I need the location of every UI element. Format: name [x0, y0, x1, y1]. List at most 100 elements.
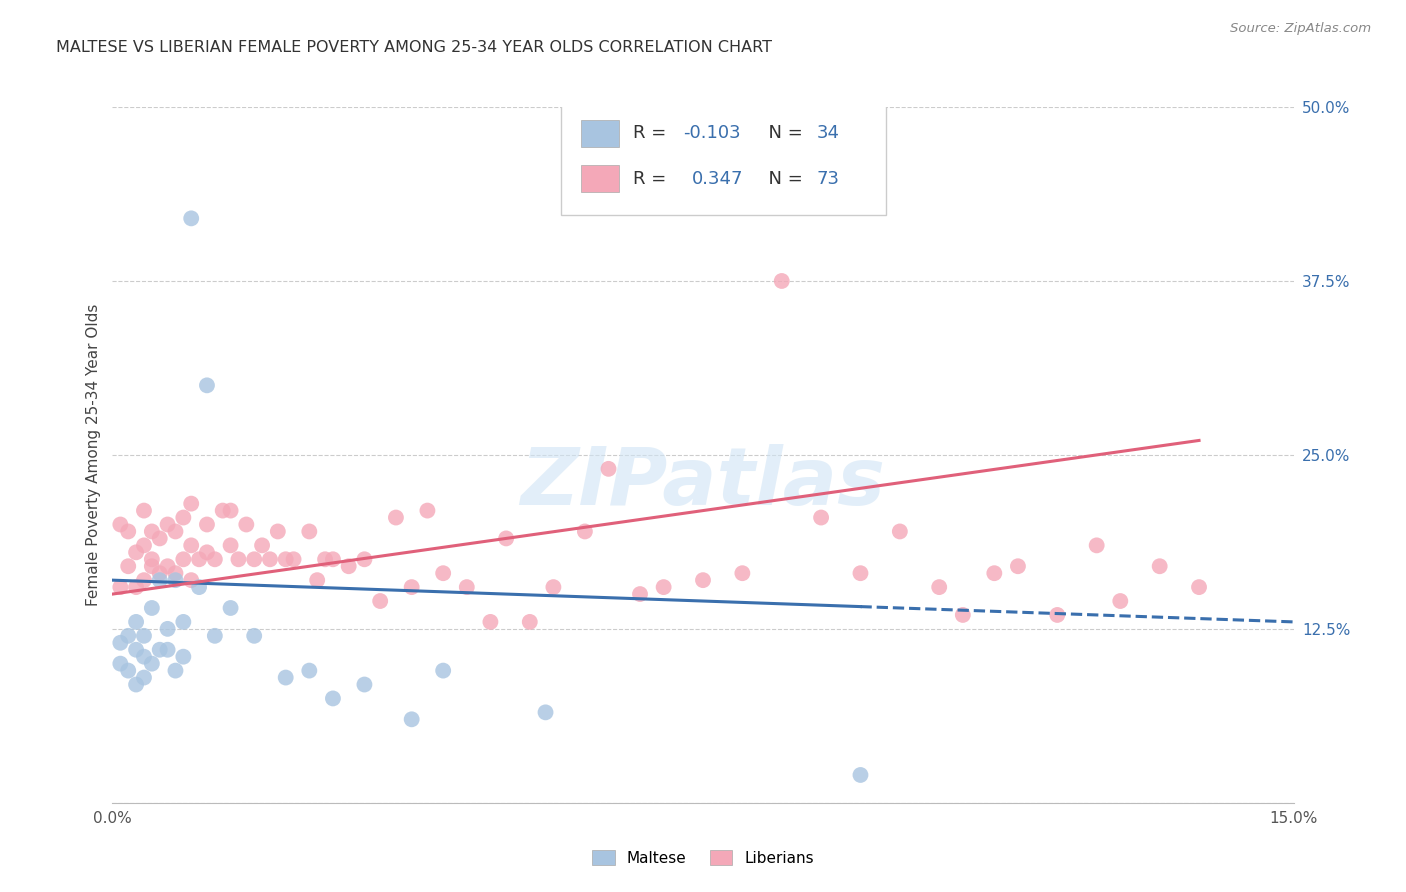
Point — [574, 524, 596, 539]
Point — [132, 649, 155, 664]
Point — [110, 580, 132, 594]
Text: 73: 73 — [817, 169, 839, 187]
Point — [204, 552, 226, 566]
Point — [117, 559, 139, 574]
Point — [211, 503, 233, 517]
Point — [195, 545, 218, 559]
Point — [180, 573, 202, 587]
Point — [401, 712, 423, 726]
FancyBboxPatch shape — [581, 120, 619, 146]
Point — [132, 503, 155, 517]
Point — [1046, 607, 1069, 622]
Point — [125, 677, 148, 691]
Point — [172, 510, 194, 524]
Text: 34: 34 — [817, 125, 839, 143]
Point — [141, 657, 163, 671]
Point — [849, 768, 872, 782]
Text: N =: N = — [758, 125, 808, 143]
Point — [543, 580, 565, 594]
Text: ZIPatlas: ZIPatlas — [520, 443, 886, 522]
Point — [353, 677, 375, 691]
Point — [298, 524, 321, 539]
Point — [172, 552, 194, 566]
Point — [125, 642, 148, 657]
Point — [204, 629, 226, 643]
Point — [149, 642, 172, 657]
Point — [132, 671, 155, 685]
Point — [165, 664, 187, 678]
Point — [519, 615, 541, 629]
Point — [267, 524, 290, 539]
Point — [534, 706, 557, 720]
Point — [337, 559, 360, 574]
Point — [149, 566, 172, 581]
Point — [983, 566, 1005, 581]
Point — [132, 538, 155, 552]
Point — [479, 615, 502, 629]
Point — [125, 615, 148, 629]
Text: MALTESE VS LIBERIAN FEMALE POVERTY AMONG 25-34 YEAR OLDS CORRELATION CHART: MALTESE VS LIBERIAN FEMALE POVERTY AMONG… — [56, 40, 772, 55]
Point — [731, 566, 754, 581]
Point — [628, 587, 651, 601]
Text: -0.103: -0.103 — [683, 125, 741, 143]
FancyBboxPatch shape — [561, 100, 886, 215]
Point — [110, 636, 132, 650]
Point — [195, 517, 218, 532]
Point — [188, 580, 211, 594]
Point — [219, 601, 242, 615]
Point — [156, 517, 179, 532]
Point — [149, 573, 172, 587]
Point — [849, 566, 872, 581]
Point — [385, 510, 408, 524]
Point — [652, 580, 675, 594]
Point — [125, 545, 148, 559]
FancyBboxPatch shape — [581, 166, 619, 192]
Point — [322, 552, 344, 566]
Point — [928, 580, 950, 594]
Point — [141, 552, 163, 566]
Point — [495, 532, 517, 546]
Text: N =: N = — [758, 169, 808, 187]
Text: 0.347: 0.347 — [692, 169, 744, 187]
Point — [250, 538, 273, 552]
Text: Source: ZipAtlas.com: Source: ZipAtlas.com — [1230, 22, 1371, 36]
Point — [117, 664, 139, 678]
Point — [141, 601, 163, 615]
Point — [235, 517, 257, 532]
Point — [314, 552, 336, 566]
Point — [401, 580, 423, 594]
Point — [1188, 580, 1211, 594]
Point — [274, 552, 297, 566]
Point — [125, 580, 148, 594]
Point — [770, 274, 793, 288]
Point — [110, 517, 132, 532]
Point — [432, 566, 454, 581]
Point — [1007, 559, 1029, 574]
Point — [172, 615, 194, 629]
Point — [889, 524, 911, 539]
Point — [117, 524, 139, 539]
Point — [598, 462, 620, 476]
Point — [132, 573, 155, 587]
Point — [219, 538, 242, 552]
Point — [141, 559, 163, 574]
Point — [243, 552, 266, 566]
Point — [692, 573, 714, 587]
Point — [1149, 559, 1171, 574]
Point — [172, 649, 194, 664]
Legend: Maltese, Liberians: Maltese, Liberians — [586, 844, 820, 871]
Point — [1109, 594, 1132, 608]
Point — [180, 538, 202, 552]
Point — [117, 629, 139, 643]
Point — [132, 629, 155, 643]
Y-axis label: Female Poverty Among 25-34 Year Olds: Female Poverty Among 25-34 Year Olds — [86, 304, 101, 606]
Point — [810, 510, 832, 524]
Point — [283, 552, 305, 566]
Text: R =: R = — [633, 169, 678, 187]
Point — [259, 552, 281, 566]
Point — [156, 622, 179, 636]
Point — [188, 552, 211, 566]
Point — [149, 532, 172, 546]
Point — [322, 691, 344, 706]
Point — [180, 497, 202, 511]
